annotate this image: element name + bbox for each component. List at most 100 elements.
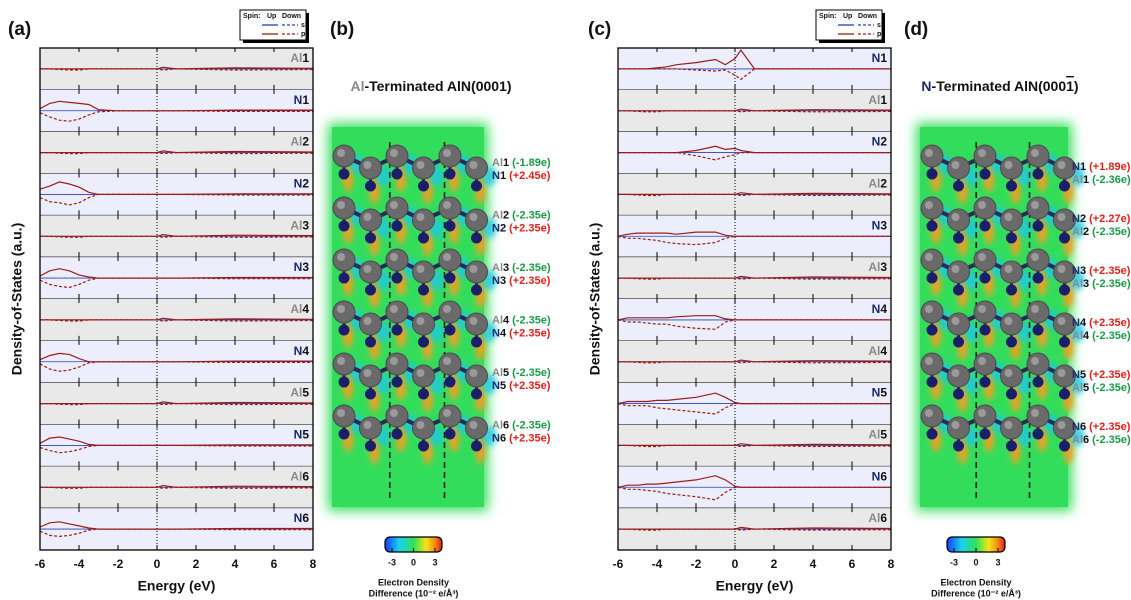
plot-frame [617,47,892,551]
atom-highlight [925,305,933,313]
charge-label: N1 (+2.45e) [492,170,551,182]
atom-al [973,300,997,324]
charge-index: 3 [500,275,506,287]
x-tick-label: 2 [193,557,200,571]
atom-highlight [390,305,398,313]
dos-down [40,402,314,406]
atom-highlight [443,305,451,313]
atom-n [444,220,456,232]
row-element: N [294,344,303,358]
row-element: Al [290,135,302,149]
atom-n [1032,272,1044,284]
atom-highlight [925,357,933,365]
row-label: N6 [872,470,888,484]
x-tick-label: 2 [771,557,778,571]
row-element: Al [868,511,880,525]
row-element: N [872,51,881,65]
row-element: N [294,428,303,442]
atom-n [471,232,482,244]
atom-highlight [1057,369,1066,377]
atom-highlight [390,357,398,365]
structure-title: Al-Terminated AlN(0001) [350,78,511,94]
row-index: 3 [880,219,887,233]
charge-element: N [492,327,500,339]
dos-down [617,486,891,501]
row-element: Al [868,260,880,274]
charge-index: 5 [503,367,509,379]
charge-element: N [1072,213,1080,225]
charge-index: 4 [1083,330,1090,342]
atom-al [947,312,970,336]
charge-element: N [1072,265,1080,277]
atom-n [444,168,456,180]
atom-n [1032,428,1044,440]
charge-label: Al4 (-2.35e) [1072,330,1131,342]
atom-al [1000,208,1023,232]
atom-highlight [1004,421,1013,429]
row-element: N [294,93,303,107]
atom-n [365,284,376,296]
atom-n [979,220,991,232]
atom-n [365,440,376,452]
row-label: N6 [294,511,310,525]
atom-highlight [416,421,425,429]
atom-n [1006,388,1017,400]
atom-n [1032,220,1044,232]
charge-value: (+2.27e) [1089,213,1131,225]
x-tick-label: -6 [613,557,624,571]
y-axis-label: Density-of-States (a.u.) [587,223,603,375]
charge-element: Al [1072,278,1083,290]
atom-al [332,352,356,376]
row-label: N2 [872,135,888,149]
row-label: N3 [294,260,310,274]
row-label: N5 [294,428,310,442]
atom-n [1059,388,1070,400]
row-index: 6 [302,511,309,525]
charge-label: N3 (+2.35e) [492,275,551,287]
atom-highlight [363,369,372,377]
y-axis-label: Density-of-States (a.u.) [9,223,25,375]
atom-highlight [443,409,451,417]
atom-n [471,388,482,400]
atom-n [953,180,964,192]
row-index: 1 [302,93,309,107]
atom-al [973,404,997,428]
atom-n [444,376,456,388]
charge-index: 1 [1083,174,1089,186]
dos-up [40,317,314,321]
atom-highlight [416,161,425,169]
charge-label: Al2 (-2.35e) [492,209,551,221]
x-tick-label: 4 [810,557,817,571]
charge-label: Al3 (-2.35e) [492,262,551,274]
atom-n [1006,180,1017,192]
charge-value: (+2.35e) [1089,421,1131,433]
row-element: Al [290,302,302,316]
row-element: N [294,511,303,525]
x-tick-label: 0 [732,557,739,571]
atom-highlight [951,369,960,377]
legend-title: Spin: [819,13,837,20]
row-index: 5 [302,428,309,442]
atom-al [438,352,462,376]
row-index: 4 [880,344,887,358]
row-label: Al1 [290,51,309,65]
atom-al [1026,144,1050,168]
charge-element: Al [492,262,503,274]
atom-n [1059,232,1070,244]
x-tick-label: 0 [154,557,161,571]
atom-highlight [1031,253,1039,261]
row-index: 1 [880,51,887,65]
atom-highlight [469,317,478,325]
row-label: N3 [872,219,888,233]
atom-al [1000,312,1023,336]
dos-down [618,528,892,531]
atom-highlight [1004,369,1013,377]
dos-down [40,235,314,238]
charge-value: (-2.35e) [512,314,551,326]
row-label: N4 [872,302,888,316]
charge-label: Al5 (-2.35e) [1072,382,1131,394]
atom-al [920,144,944,168]
charge-value: (+2.35e) [1089,265,1131,277]
charge-label: N2 (+2.27e) [1072,213,1131,225]
charge-index: 4 [503,314,510,326]
